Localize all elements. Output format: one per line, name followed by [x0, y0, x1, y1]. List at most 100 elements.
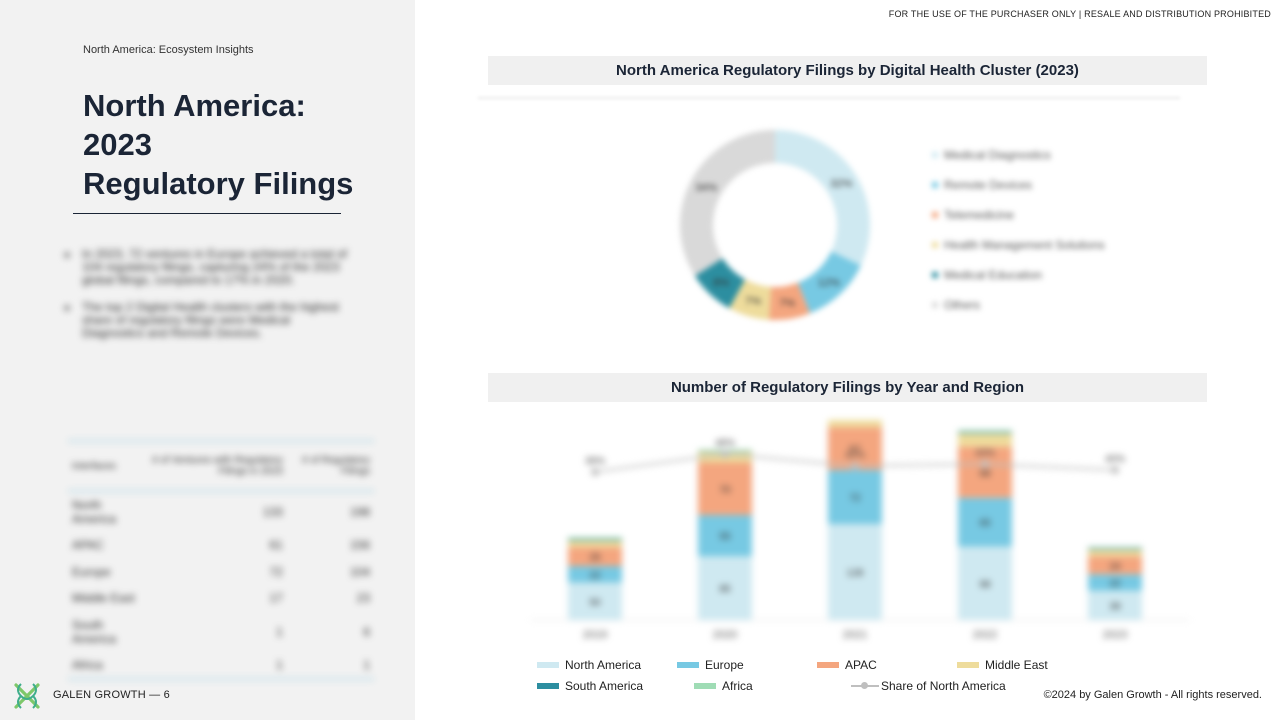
legend-item-south-america: South America [537, 679, 694, 693]
table-cell: APAC [72, 538, 104, 553]
bar-segment [958, 433, 1012, 447]
table-row: North America 133 198 [68, 491, 374, 532]
bar-value-label: 57 [849, 445, 861, 456]
legend-swatch [932, 272, 938, 278]
x-tick-label: 2021 [843, 629, 867, 641]
bar-segment [958, 497, 1012, 547]
bullet-dot-icon [64, 252, 70, 258]
table-cell: 23 [356, 591, 370, 606]
table-row: APAC 61 156 [68, 532, 374, 559]
bullet-dot-icon [64, 305, 70, 311]
bar-segment [828, 524, 882, 620]
legend-label: APAC [845, 657, 877, 672]
bar-segment [1088, 556, 1142, 575]
bar-value-label: 22 [1109, 579, 1121, 590]
bar-segment [698, 462, 752, 515]
cluster-donut-chart: 32% 12% 7% 7% 8% 34% [680, 130, 870, 320]
legend-swatch [932, 152, 938, 158]
copyright-notice: ©2024 by Galen Growth - All rights reser… [1043, 689, 1262, 701]
legend-swatch [932, 182, 938, 188]
bar-value-label: 22 [589, 570, 601, 581]
legend-label: Medical Diagnostics [944, 148, 1051, 162]
bar-value-label: 65 [979, 518, 991, 529]
legend-line-marker-icon [851, 681, 879, 691]
bar-value-label: 24 [1109, 561, 1121, 572]
bar-segment [1088, 549, 1142, 557]
table-cell: North America [72, 498, 117, 526]
legend-swatch [932, 212, 938, 218]
legend-label: Remote Devices [944, 178, 1033, 192]
legend-item-europe: Europe [677, 658, 817, 672]
donut-slice [729, 279, 772, 320]
legend-swatch [957, 661, 979, 668]
bar-segment [958, 430, 1012, 432]
bar-value-label: 85 [719, 584, 731, 595]
bar-value-label: 50 [589, 597, 601, 608]
table-cell: Africa [68, 651, 141, 680]
table-header-row: Interfaces # of Ventures with Regulatory… [68, 440, 374, 492]
donut-legend-item: Telemedicine [932, 200, 1105, 230]
legend-item-middle-east: Middle East [957, 658, 1097, 672]
donut-legend-item: Medical Education [932, 260, 1105, 290]
bar-segment [958, 431, 1012, 434]
brand-name: GALEN GROWTH [53, 689, 146, 701]
bar-segment [568, 566, 622, 583]
legend-label: Share of North America [881, 678, 1006, 693]
donut-slice-label: 8% [713, 277, 729, 289]
legend-item-north-america: North America [537, 658, 677, 672]
legend-swatch [932, 242, 938, 248]
section-kicker: North America: Ecosystem Insights [83, 44, 254, 56]
donut-slice [769, 282, 810, 320]
bar-value-label: 25 [589, 553, 601, 564]
brand-separator: — [149, 689, 161, 701]
table-cell: 104 [349, 564, 370, 579]
bullet-item: In 2023, 72 ventures in Europe achieved … [64, 248, 349, 287]
bar-segment [828, 420, 882, 428]
share-value-label: 39% [585, 456, 605, 467]
table-cell: 198 [349, 505, 370, 519]
donut-legend: Medical Diagnostics Remote Devices Telemed… [932, 140, 1105, 320]
table-cell: 1 [286, 651, 374, 680]
bar-segment [1088, 574, 1142, 591]
legend-label: Middle East [985, 657, 1048, 672]
page-title-line: North America: [83, 88, 306, 123]
legend-item-apac: APAC [817, 658, 957, 672]
table-cell: 72 [269, 564, 283, 579]
share-point [591, 468, 599, 476]
page-title: North America: 2023 Regulatory Filings [83, 86, 383, 203]
legend-item-share-north-america: Share of North America [851, 679, 1008, 693]
donut-slice [680, 130, 775, 276]
share-point [721, 450, 729, 458]
legend-row: South America Africa Share of North Amer… [537, 675, 1097, 696]
bar-segment [568, 537, 622, 539]
table-cell: 17 [269, 591, 283, 606]
legend-label: Telemedicine [944, 208, 1015, 222]
donut-slice-label: 7% [779, 298, 795, 310]
legend-row: North America Europe APAC Middle East [537, 654, 1097, 675]
donut-slice-label: 34% [695, 182, 717, 194]
table-cell: 133 [262, 505, 283, 519]
table-row: Europe 72 104 [68, 559, 374, 586]
legend-label: South America [565, 678, 644, 693]
donut-legend-item: Health Management Solutions [932, 230, 1105, 260]
share-value-label: 48% [715, 438, 735, 449]
bullet-item: The top 2 Digital Health clusters with t… [64, 301, 349, 340]
galen-growth-logo-icon [14, 683, 40, 709]
donut-slice-label: 12% [818, 277, 840, 289]
share-value-label: 43% [975, 448, 995, 459]
table-header: # of Ventures with Regulatory Filings in… [140, 440, 287, 492]
x-tick-label: 2019 [583, 629, 607, 641]
insight-bullets: In 2023, 72 ventures in Europe achieved … [64, 248, 349, 354]
bar-value-label: 72 [849, 493, 861, 504]
legend-swatch [537, 682, 559, 689]
bar-value-label: 55 [719, 532, 731, 543]
bar-segment [568, 540, 622, 548]
filings-stacked-bar-chart: 50 22 25 2019 85 55 70 2020 128 72 57 2021 98 65 68 202… [530, 420, 1190, 641]
bar-segment [1088, 548, 1142, 550]
donut-legend-item: Medical Diagnostics [932, 140, 1105, 170]
footer-brand: GALEN GROWTH — 6 [53, 689, 170, 701]
legend-label: Others [944, 298, 981, 312]
usage-disclaimer: FOR THE USE OF THE PURCHASER ONLY | RESA… [888, 9, 1271, 19]
table-header: Interfaces [68, 440, 141, 492]
page-title-line: 2023 [83, 127, 152, 162]
